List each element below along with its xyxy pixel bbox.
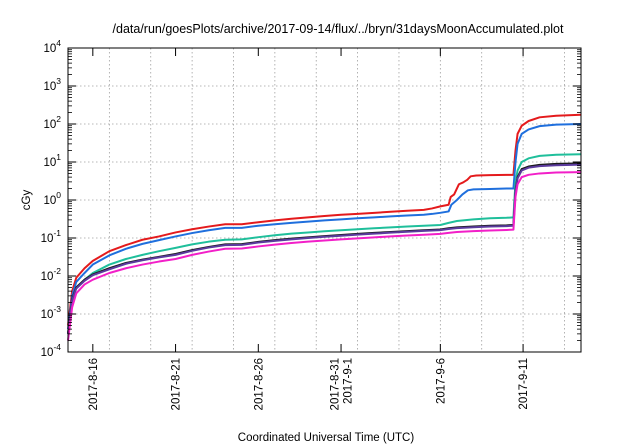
series-line-6 (67, 171, 582, 341)
x-tick-label: 2017-8-26 (253, 358, 265, 410)
x-tick-label: 2017-9-1 (343, 358, 355, 404)
y-tick-label: 103 (43, 76, 61, 93)
x-tick-labels: 2017-8-16 2017-8-21 2017-8-26 2017-8-31 2017… (88, 358, 530, 410)
x-axis-label: Coordinated Universal Time (UTC) (238, 432, 415, 444)
y-tick-labels: 10-4 10-3 10-2 10-1 100 101 102 103 104 (41, 38, 62, 359)
y-tick-label: 101 (43, 152, 61, 169)
grid (68, 48, 581, 352)
x-tick-label: 2017-8-16 (88, 358, 100, 410)
series-line-5 (67, 163, 582, 334)
y-tick-label: 10-1 (41, 228, 62, 245)
y-tick-label: 104 (43, 38, 61, 55)
x-tick-label: 2017-8-21 (171, 358, 183, 410)
chart-title: /data/run/goesPlots/archive/2017-09-14/f… (113, 22, 564, 36)
y-axis-label: cGy (21, 190, 33, 211)
x-tick-label: 2017-9-6 (435, 358, 447, 404)
y-tick-label: 102 (43, 114, 61, 131)
series-line-1 (67, 113, 582, 326)
axis-ticks (68, 47, 581, 353)
series-group (67, 113, 582, 341)
y-tick-label: 10-4 (41, 342, 62, 359)
y-tick-label: 10-2 (41, 266, 62, 283)
y-tick-label: 10-3 (41, 304, 62, 321)
y-tick-label: 100 (43, 190, 61, 207)
x-tick-label: 2017-9-11 (518, 358, 530, 410)
series-line-2 (67, 123, 582, 330)
x-tick-label: 2017-8-31 (330, 358, 342, 410)
